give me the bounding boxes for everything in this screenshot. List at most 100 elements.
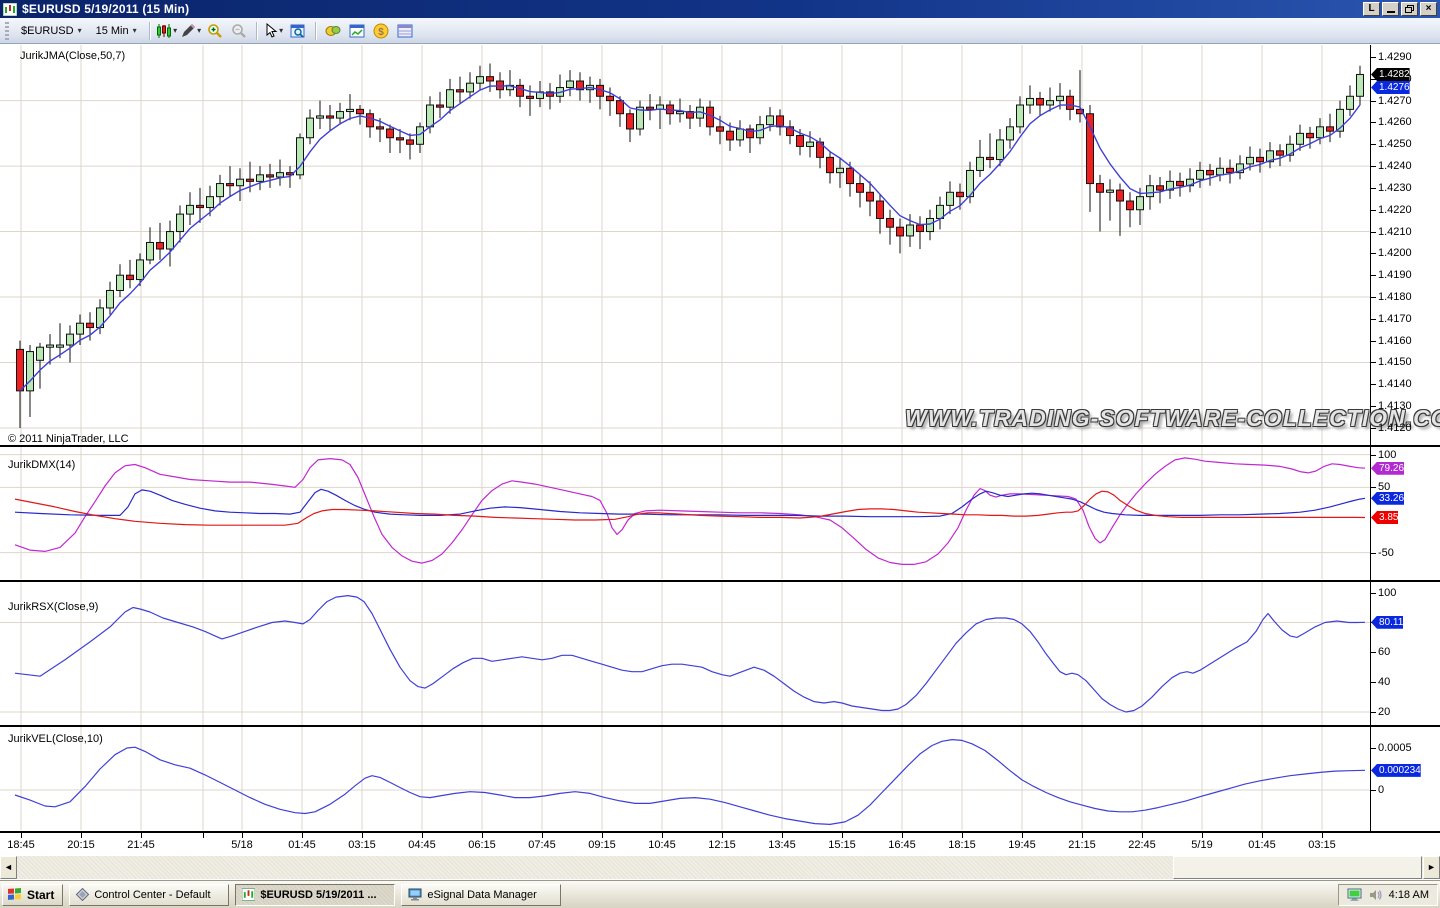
candle-body	[856, 183, 864, 193]
candle-body	[176, 213, 184, 233]
axis-tick-label: 1.4250	[1378, 138, 1412, 151]
close-button[interactable]: ×	[1420, 2, 1437, 16]
link-button[interactable]: L	[1363, 2, 1380, 16]
scroll-left-button[interactable]: ◄	[0, 856, 17, 879]
candle-body	[1056, 95, 1064, 102]
axis-tick-label: 20	[1378, 706, 1391, 718]
candle-body	[1066, 95, 1074, 110]
candle-body	[896, 226, 904, 237]
chevron-down-icon: ▾	[77, 26, 82, 35]
axis-tick-label: 1.4210	[1378, 225, 1412, 238]
candle-body	[216, 183, 224, 198]
chevron-down-icon: ▾	[279, 26, 284, 35]
task-button-chart[interactable]: $EURUSD 5/19/2011 ...	[235, 883, 396, 906]
new-chart-button[interactable]	[345, 20, 369, 42]
candle-body	[1196, 169, 1204, 180]
candle-body	[1346, 95, 1354, 110]
zoom-in-button[interactable]	[203, 20, 227, 42]
time-tick	[662, 833, 663, 838]
time-tick-label: 20:15	[67, 839, 95, 851]
time-tick	[422, 833, 423, 838]
task-button-esignal[interactable]: eSignal Data Manager	[401, 883, 562, 906]
time-tick	[21, 833, 22, 838]
candle-body	[876, 200, 884, 219]
chevron-down-icon: ▾	[132, 26, 137, 35]
indicator-line	[14, 488, 1366, 518]
candle-body	[716, 126, 724, 132]
candle-body	[446, 89, 454, 108]
candle-body	[316, 115, 324, 119]
time-tick-label: 18:45	[7, 839, 35, 851]
start-label: Start	[27, 887, 55, 902]
time-tick-label: 19:45	[1008, 839, 1036, 851]
scrollbar-thumb[interactable]	[1173, 856, 1422, 879]
time-tick	[722, 833, 723, 838]
axis-tick-label: 1.4220	[1378, 203, 1412, 216]
price-axis-tick	[1371, 427, 1376, 429]
monitor-icon	[408, 888, 422, 901]
toolbar-grip[interactable]	[5, 21, 9, 40]
zoom-in-icon	[207, 23, 222, 38]
candle-body	[566, 80, 574, 89]
price-axis-tick	[1371, 78, 1376, 80]
time-tick-label: 15:15	[828, 839, 856, 851]
horizontal-scrollbar[interactable]: ◄ ►	[0, 856, 1440, 879]
candle-body	[206, 196, 214, 209]
candle-body	[346, 108, 354, 113]
zoom-out-icon	[231, 23, 246, 38]
instrument-dropdown[interactable]: $EURUSD ▾	[14, 22, 89, 40]
start-button[interactable]: Start	[2, 883, 64, 906]
candlestick-style-button[interactable]: ▾	[155, 20, 179, 42]
candle-body	[106, 289, 114, 309]
axis-tick-label: 1.4120	[1378, 421, 1412, 434]
scroll-right-button[interactable]: ►	[1423, 856, 1440, 879]
time-tick-label: 16:45	[888, 839, 916, 851]
candle-body	[1176, 180, 1184, 187]
toolbar-separator	[255, 21, 257, 40]
vel-indicator-label: JurikVEL(Close,10)	[8, 733, 103, 745]
candle-body	[236, 178, 244, 187]
candle-body	[766, 115, 774, 126]
value-marker: 1.4282	[1371, 67, 1410, 81]
panel-separator[interactable]	[0, 725, 1440, 727]
time-tick-label: 03:15	[1308, 839, 1336, 851]
account-button[interactable]: $	[369, 20, 393, 42]
candle-body	[1256, 156, 1264, 163]
network-monitor-tray-icon[interactable]	[1347, 888, 1363, 902]
rsx-panel-canvas[interactable]	[0, 582, 1370, 726]
draw-tool-button[interactable]: ▾	[179, 20, 203, 42]
candle-body	[146, 241, 154, 261]
candle-body	[966, 169, 974, 198]
price-axis-tick	[1371, 144, 1376, 146]
price-panel-canvas[interactable]	[0, 45, 1370, 445]
task-button-control-center[interactable]: Control Center - Default	[69, 883, 230, 906]
time-tick-label: 13:45	[768, 839, 796, 851]
dmx-panel-canvas[interactable]	[0, 447, 1370, 580]
data-box-icon	[397, 24, 413, 37]
cursor-tool-button[interactable]: ▾	[262, 20, 286, 42]
price-axis-tick	[1371, 340, 1376, 342]
time-tick-label: 06:15	[468, 839, 496, 851]
title-bar[interactable]: $EURUSD 5/19/2011 (15 Min) L ×	[0, 0, 1440, 18]
zoom-out-button[interactable]	[227, 20, 251, 42]
time-tick-label: 21:15	[1068, 839, 1096, 851]
panel-separator[interactable]	[0, 580, 1440, 582]
minimize-button[interactable]	[1382, 2, 1399, 16]
candle-body	[126, 274, 134, 281]
candle-body	[986, 156, 994, 161]
indicator-line	[14, 594, 1366, 713]
axis-tick-label: 50	[1378, 481, 1391, 494]
candle-body	[1046, 100, 1054, 106]
restore-button[interactable]	[1401, 2, 1418, 16]
interval-dropdown[interactable]: 15 Min ▾	[89, 22, 144, 40]
speaker-tray-icon[interactable]	[1369, 888, 1383, 902]
chart-zoom-window-button[interactable]	[286, 20, 310, 42]
vel-panel-canvas[interactable]	[0, 727, 1370, 831]
panel-separator[interactable]	[0, 445, 1440, 447]
time-tick-label: 21:45	[127, 839, 155, 851]
candle-body	[366, 113, 374, 128]
rsx-indicator-label: JurikRSX(Close,9)	[8, 601, 99, 613]
data-box-button[interactable]	[393, 20, 417, 42]
task-label: eSignal Data Manager	[427, 888, 537, 901]
analyzer-button[interactable]	[321, 20, 345, 42]
